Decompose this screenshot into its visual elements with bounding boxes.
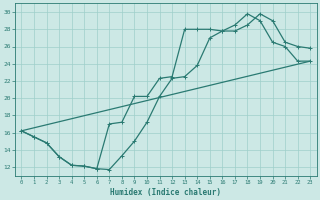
X-axis label: Humidex (Indice chaleur): Humidex (Indice chaleur) (110, 188, 221, 197)
